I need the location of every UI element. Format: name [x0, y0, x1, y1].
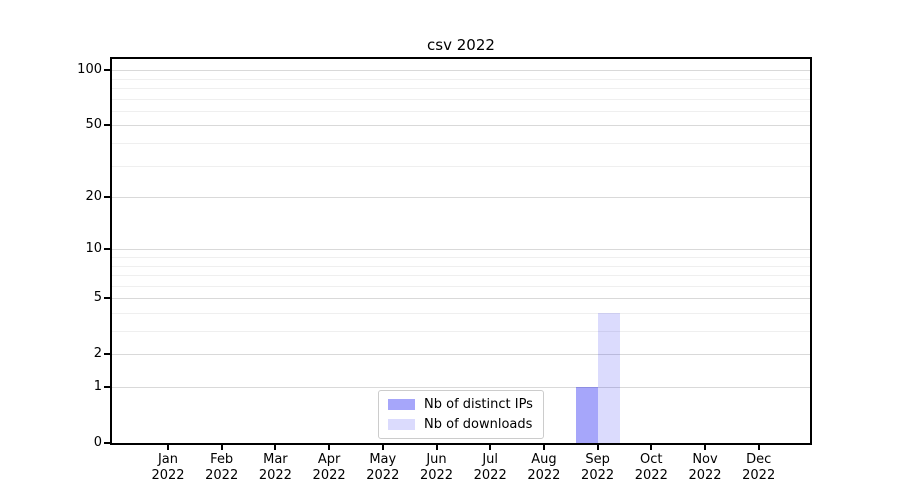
- y-tickmark: [104, 353, 110, 356]
- gridline-major: [112, 125, 810, 127]
- gridline-minor: [112, 275, 810, 276]
- x-tickmark: [220, 445, 223, 450]
- legend-label: Nb of downloads: [424, 417, 533, 432]
- x-tickmark: [274, 445, 277, 450]
- x-tickmark: [757, 445, 760, 450]
- y-tick-label: 100: [77, 62, 102, 78]
- x-tick-label: Nov 2022: [688, 452, 722, 483]
- x-tick-label: Jul 2022: [473, 452, 507, 483]
- gridline-minor: [112, 110, 810, 112]
- gridline-minor: [112, 98, 810, 100]
- y-tick-label: 50: [85, 117, 102, 133]
- y-tick-label: 10: [85, 241, 102, 257]
- spine-right: [810, 57, 812, 445]
- y-tick-label: 20: [85, 189, 102, 205]
- gridline-minor: [112, 285, 810, 287]
- y-tickmark: [104, 248, 110, 251]
- y-tickmark: [104, 297, 110, 300]
- gridline-major: [112, 387, 810, 388]
- x-tickmark: [542, 445, 545, 450]
- x-tick-label: Jan 2022: [151, 452, 185, 483]
- x-tickmark: [704, 445, 706, 450]
- bar-downloads: [597, 313, 620, 443]
- gridline-minor: [112, 165, 810, 167]
- x-tickmark: [328, 445, 331, 450]
- gridline-minor: [112, 331, 810, 332]
- y-tickmark: [104, 386, 110, 388]
- gridline-minor: [112, 257, 810, 258]
- legend-swatch-icon: [388, 399, 415, 410]
- legend-swatch-icon: [388, 419, 415, 430]
- y-tickmark: [104, 442, 110, 444]
- x-tick-label: Dec 2022: [742, 452, 776, 483]
- gridline-major: [112, 354, 810, 356]
- x-tick-label: Oct 2022: [634, 452, 668, 483]
- gridline-minor: [112, 88, 810, 89]
- x-tickmark: [489, 445, 492, 450]
- y-tickmark: [104, 124, 110, 127]
- y-tick-label: 0: [93, 435, 102, 450]
- x-tickmark: [381, 445, 384, 450]
- legend-item: Nb of downloads: [388, 417, 533, 432]
- y-tickmark: [104, 69, 110, 72]
- x-tick-label: May 2022: [366, 452, 400, 483]
- bar-distinct-ips: [575, 387, 598, 443]
- y-tick-label: 1: [93, 379, 102, 394]
- x-tickmark: [435, 445, 438, 450]
- x-tick-label: Apr 2022: [312, 452, 346, 483]
- gridline-major: [112, 70, 810, 72]
- x-tickmark: [596, 445, 599, 450]
- gridline-major: [112, 197, 810, 199]
- gridline-major: [112, 249, 810, 251]
- y-tickmark: [104, 196, 110, 199]
- legend-label: Nb of distinct IPs: [424, 397, 533, 412]
- plot-area: [112, 59, 810, 443]
- gridline-minor: [112, 78, 810, 80]
- gridline-minor: [112, 313, 810, 314]
- gridline-major: [112, 298, 810, 300]
- y-tick-label: 2: [93, 346, 102, 362]
- x-tick-label: Mar 2022: [258, 452, 292, 483]
- legend-item: Nb of distinct IPs: [388, 397, 533, 412]
- x-tickmark: [167, 445, 169, 450]
- x-tick-label: Aug 2022: [527, 452, 561, 483]
- legend: Nb of distinct IPs Nb of downloads: [378, 390, 544, 439]
- spine-left: [110, 57, 112, 445]
- gridline-minor: [112, 265, 810, 267]
- x-tick-label: Jun 2022: [419, 452, 454, 483]
- gridline-minor: [112, 143, 810, 144]
- spine-top: [111, 57, 811, 59]
- x-tick-label: Feb 2022: [205, 452, 239, 483]
- x-tickmark: [650, 445, 653, 450]
- y-tick-label: 5: [93, 290, 102, 306]
- chart-title: csv 2022: [427, 36, 495, 54]
- spine-bottom: [111, 443, 811, 445]
- x-tick-label: Sep 2022: [581, 452, 615, 483]
